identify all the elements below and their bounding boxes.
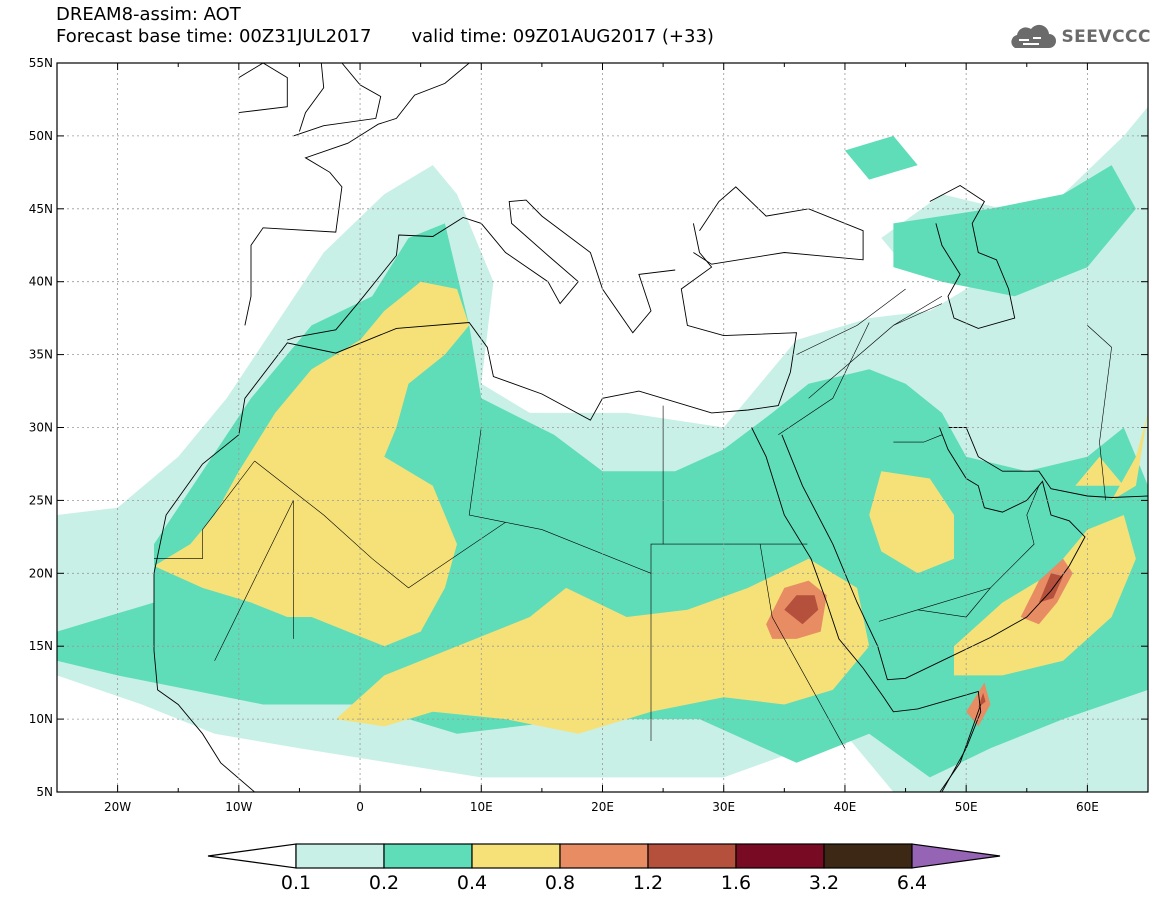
lat-tick-label: 10N <box>29 712 53 726</box>
lon-tick-label: 50E <box>955 800 978 814</box>
lon-tick-label: 10W <box>225 800 252 814</box>
seevccc-logo: SEEVCCC <box>1005 22 1151 52</box>
coastline <box>929 184 1016 329</box>
colorbar-box-2 <box>383 843 473 869</box>
valid-time: valid time: 09Z01AUG2017 (+33) <box>411 26 714 47</box>
country-border <box>1087 325 1112 501</box>
colorbar: 0.1 0.2 0.4 0.8 1.2 1.6 3.2 6.4 <box>207 843 1001 894</box>
country-border <box>778 322 870 436</box>
coastline <box>693 186 864 265</box>
axis-ticks: 20W 10W 0 10E 20E 30E 40E 50E 60E 55N 50N 45N 40N 35N… <box>29 56 1149 814</box>
country-border <box>154 460 255 560</box>
country-border <box>917 587 991 618</box>
country-border <box>254 405 664 589</box>
colorbar-box-3 <box>471 843 561 869</box>
coastline <box>238 63 288 114</box>
aot-field-level-3 <box>154 281 470 647</box>
colorbar-label: 3.2 <box>809 872 839 894</box>
lon-tick-label: 20W <box>104 800 131 814</box>
coastline <box>293 63 382 137</box>
lat-tick-label: 45N <box>29 202 53 216</box>
lat-tick-label: 30N <box>29 421 53 435</box>
lat-tick-label: 35N <box>29 348 53 362</box>
map-header: DREAM8-assim: AOT Forecast base time: 00… <box>56 4 714 48</box>
colorbar-label: 0.2 <box>369 872 399 894</box>
grid-lines <box>57 63 1148 792</box>
coastline <box>153 650 256 792</box>
cloud-icon <box>1011 24 1057 48</box>
lon-tick-label: 0 <box>356 800 364 814</box>
lon-tick-label: 40E <box>834 800 857 814</box>
colorbar-box-6 <box>735 843 825 869</box>
aot-field-level-2 <box>844 135 918 180</box>
aot-field-level-5 <box>1038 573 1064 603</box>
lat-tick-label: 15N <box>29 639 53 653</box>
colorbar-box-4 <box>559 843 649 869</box>
country-border <box>796 288 906 355</box>
lat-tick-label: 25N <box>29 493 53 507</box>
coastline <box>287 199 676 341</box>
colorbar-box-1 <box>295 843 385 869</box>
colorbar-box-7 <box>823 843 913 869</box>
colorbar-label: 0.8 <box>545 872 575 894</box>
lon-tick-label: 10E <box>470 800 493 814</box>
lon-tick-label: 60E <box>1076 800 1099 814</box>
aot-field-level-2 <box>893 165 1136 297</box>
colorbar-label: 0.1 <box>281 872 311 894</box>
coastline <box>153 223 798 651</box>
aot-field-level-3 <box>869 471 954 574</box>
lat-tick-label: 55N <box>29 56 53 70</box>
aot-field-level-5 <box>784 595 819 625</box>
lon-tick-label: 20E <box>591 800 614 814</box>
lat-tick-label: 50N <box>29 129 53 143</box>
colorbar-over-arrow <box>911 843 1001 869</box>
colorbar-label: 1.6 <box>721 872 751 894</box>
lat-tick-label: 20N <box>29 566 53 580</box>
colorbar-label: 6.4 <box>897 872 927 894</box>
aot-field-level-4 <box>966 682 991 727</box>
colorbar-under-arrow <box>207 843 297 869</box>
product-title: DREAM8-assim: AOT <box>56 4 241 25</box>
country-border <box>893 434 943 443</box>
logo-text: SEEVCCC <box>1061 27 1151 47</box>
country-border <box>878 485 1040 622</box>
forecast-base-time: Forecast base time: 00Z31JUL2017 <box>56 26 372 47</box>
country-border <box>468 427 506 523</box>
coastline <box>244 63 470 326</box>
coastline <box>948 427 1148 498</box>
coastline <box>751 427 982 792</box>
coastline <box>298 63 325 132</box>
lat-tick-label: 5N <box>36 785 53 799</box>
lat-tick-label: 40N <box>29 275 53 289</box>
colorbar-label: 0.4 <box>457 872 487 894</box>
lon-tick-label: 30E <box>712 800 735 814</box>
country-border <box>893 303 943 326</box>
colorbar-label: 1.2 <box>633 872 663 894</box>
aot-field-level-3 <box>1111 412 1148 501</box>
colorbar-box-5 <box>647 843 737 869</box>
